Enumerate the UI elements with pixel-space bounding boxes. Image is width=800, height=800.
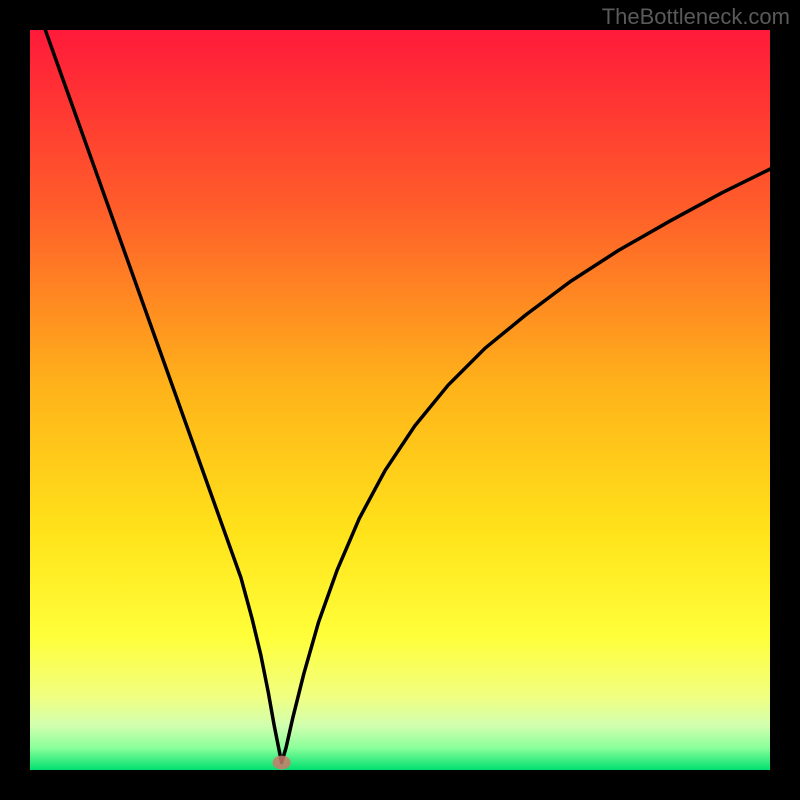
watermark-label: TheBottleneck.com [602,4,790,30]
chart-svg [0,0,800,800]
chart-container: TheBottleneck.com [0,0,800,800]
optimum-marker [273,756,291,770]
chart-plot-area [30,30,770,770]
